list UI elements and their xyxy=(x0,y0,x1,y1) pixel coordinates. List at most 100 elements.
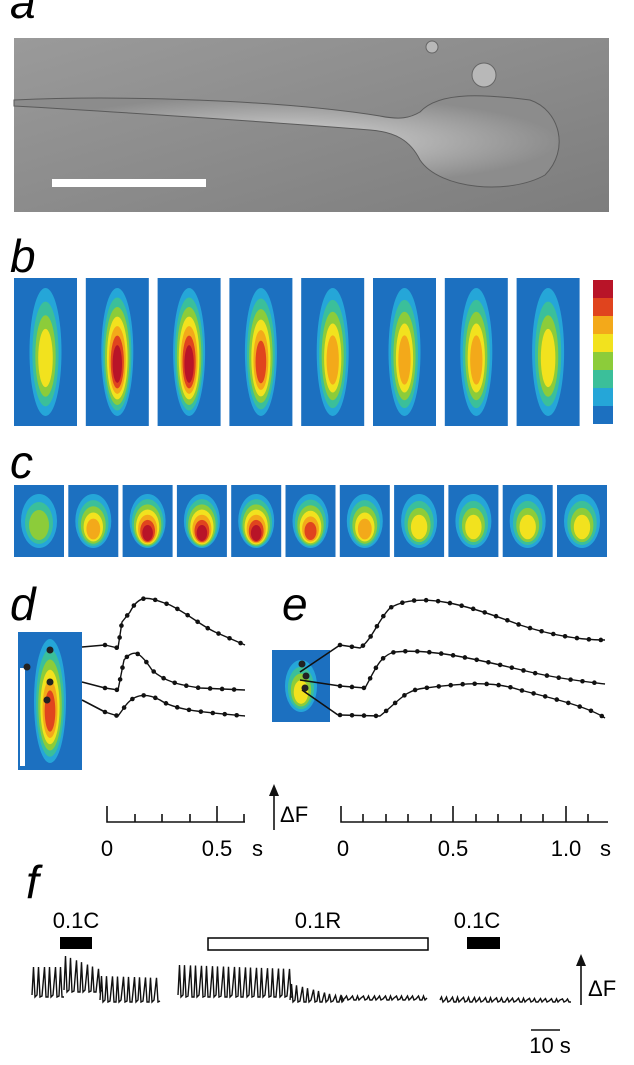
trace-dot xyxy=(509,665,515,670)
cell-debris xyxy=(425,40,439,54)
trace-dot xyxy=(195,685,201,691)
trace-dot xyxy=(448,682,454,688)
color-scale-step xyxy=(593,352,613,370)
trace-dot xyxy=(403,648,408,654)
trace-dot xyxy=(460,681,465,687)
trace-dot xyxy=(210,710,216,716)
trace-dot xyxy=(550,631,556,637)
color-scale-step xyxy=(593,298,613,316)
trace-dot xyxy=(195,619,200,625)
trace xyxy=(339,650,606,689)
image-row xyxy=(14,278,613,426)
trace-dot xyxy=(392,700,398,706)
trace-dot xyxy=(472,681,477,687)
trace-dot xyxy=(542,694,548,699)
arrow-head xyxy=(269,784,279,796)
trace xyxy=(63,955,103,994)
measure-point xyxy=(301,684,309,692)
trace-dot xyxy=(102,709,108,715)
trace-dot xyxy=(184,683,189,688)
trace-dot xyxy=(539,628,544,634)
trace-dot xyxy=(114,713,119,718)
trace-dot xyxy=(131,603,137,608)
trace xyxy=(177,964,293,999)
trace-dot xyxy=(470,606,476,612)
trace-dot xyxy=(486,659,491,665)
tick-label: 0 xyxy=(101,836,113,861)
trace-dot xyxy=(152,597,158,603)
trace-dot xyxy=(474,657,479,663)
trace-dot xyxy=(459,603,464,609)
trace-dot xyxy=(381,613,386,619)
trace-dot xyxy=(450,653,456,658)
image xyxy=(272,650,330,722)
stimulus-bar xyxy=(467,937,500,949)
scale-label: 10 s xyxy=(529,1033,571,1058)
heat-region xyxy=(465,514,482,540)
axis-unit: s xyxy=(600,836,611,861)
heat-region xyxy=(250,525,262,541)
trace-dot xyxy=(349,644,355,650)
trace-dot xyxy=(102,642,108,648)
pointer xyxy=(81,644,106,713)
trace-dot xyxy=(151,669,156,674)
heat-region xyxy=(29,510,49,540)
measure-point xyxy=(23,663,31,671)
arrow-head xyxy=(576,954,586,966)
trace-dot xyxy=(574,635,580,641)
trace-dot xyxy=(484,681,489,687)
stimulus-label: 0.1C xyxy=(454,908,501,933)
trace-dot xyxy=(373,713,379,719)
trace-dot xyxy=(424,685,430,691)
trace-dot xyxy=(349,684,355,690)
trace-dot xyxy=(361,713,367,718)
trace-dot xyxy=(427,649,432,655)
stimulus-bar xyxy=(60,937,92,949)
heat-region xyxy=(540,328,556,388)
heat-region xyxy=(357,518,372,540)
panel-label: f xyxy=(26,856,43,908)
axis-line xyxy=(106,806,245,823)
trace-dot xyxy=(554,697,560,702)
trace-dot xyxy=(415,649,420,654)
color-scale-step xyxy=(593,406,613,424)
trace-dot xyxy=(497,662,503,668)
trace-dot xyxy=(391,650,396,655)
image-row xyxy=(14,485,607,557)
trace-dot xyxy=(337,683,343,689)
trace-dot xyxy=(198,709,204,714)
trace-dot xyxy=(130,696,135,702)
trace-dot xyxy=(380,656,386,661)
trace-dot xyxy=(388,604,394,610)
trace-dot xyxy=(186,707,192,713)
trace-dot xyxy=(367,676,373,681)
trace-dot xyxy=(519,688,525,693)
trace xyxy=(339,994,428,1002)
trace-dot xyxy=(219,686,225,692)
trace-dot xyxy=(368,634,373,639)
trace-dot xyxy=(114,687,120,693)
color-scale-step xyxy=(593,370,613,388)
measure-point xyxy=(298,660,306,668)
trace-dot xyxy=(436,684,442,689)
scale-bar xyxy=(52,179,206,187)
trace-dot xyxy=(599,713,605,719)
trace-dot xyxy=(482,610,487,615)
trace-dot xyxy=(568,677,573,682)
stimulus-bar xyxy=(207,937,429,951)
trace-dot xyxy=(227,635,232,641)
trace-dot xyxy=(141,596,146,601)
heat-region xyxy=(112,345,123,383)
trace-dot xyxy=(360,643,366,648)
trace-dot xyxy=(349,712,355,718)
panel-label: c xyxy=(10,436,33,488)
trace-dot xyxy=(175,606,180,612)
trace-dot xyxy=(496,682,501,688)
scale-bar xyxy=(20,668,25,766)
delta-label: ΔF xyxy=(280,802,308,827)
trace-dot xyxy=(508,684,513,690)
trace xyxy=(289,983,345,1004)
trace-dot xyxy=(172,680,177,686)
stimulus-label: 0.1R xyxy=(295,908,341,933)
cell xyxy=(13,95,560,188)
